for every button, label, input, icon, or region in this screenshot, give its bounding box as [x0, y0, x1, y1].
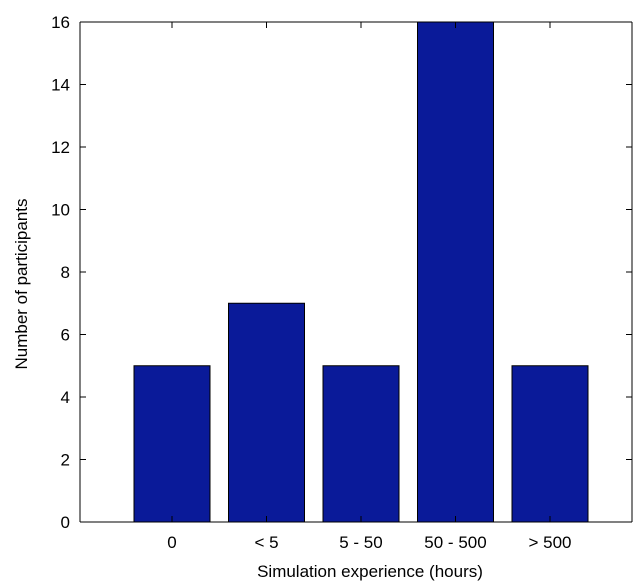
x-axis-label: Simulation experience (hours) [257, 562, 483, 581]
y-axis-label: Number of participants [12, 198, 31, 369]
y-tick-label: 14 [51, 76, 70, 95]
y-tick-label: 0 [61, 513, 70, 532]
y-tick-label: 8 [61, 263, 70, 282]
x-ticks-group: 0 < 5 5 - 50 50 - 500 > 500 [167, 22, 572, 552]
y-tick-label: 12 [51, 138, 70, 157]
x-tick-label: 0 [167, 533, 176, 552]
x-tick-label: > 500 [528, 533, 571, 552]
bars-group [133, 21, 589, 523]
bar [417, 21, 494, 523]
x-tick-label: 5 - 50 [339, 533, 382, 552]
y-tick-label: 6 [61, 326, 70, 345]
bar [228, 302, 305, 523]
bar [322, 365, 400, 523]
y-tick-label: 4 [61, 388, 70, 407]
x-tick-label: < 5 [254, 533, 278, 552]
bar [133, 365, 211, 523]
y-tick-label: 16 [51, 13, 70, 32]
y-tick-label: 10 [51, 201, 70, 220]
x-tick-label: 50 - 500 [424, 533, 486, 552]
bar [511, 365, 589, 523]
y-tick-label: 2 [61, 451, 70, 470]
y-ticks-group: 0 2 4 6 8 10 12 14 16 [51, 13, 632, 532]
